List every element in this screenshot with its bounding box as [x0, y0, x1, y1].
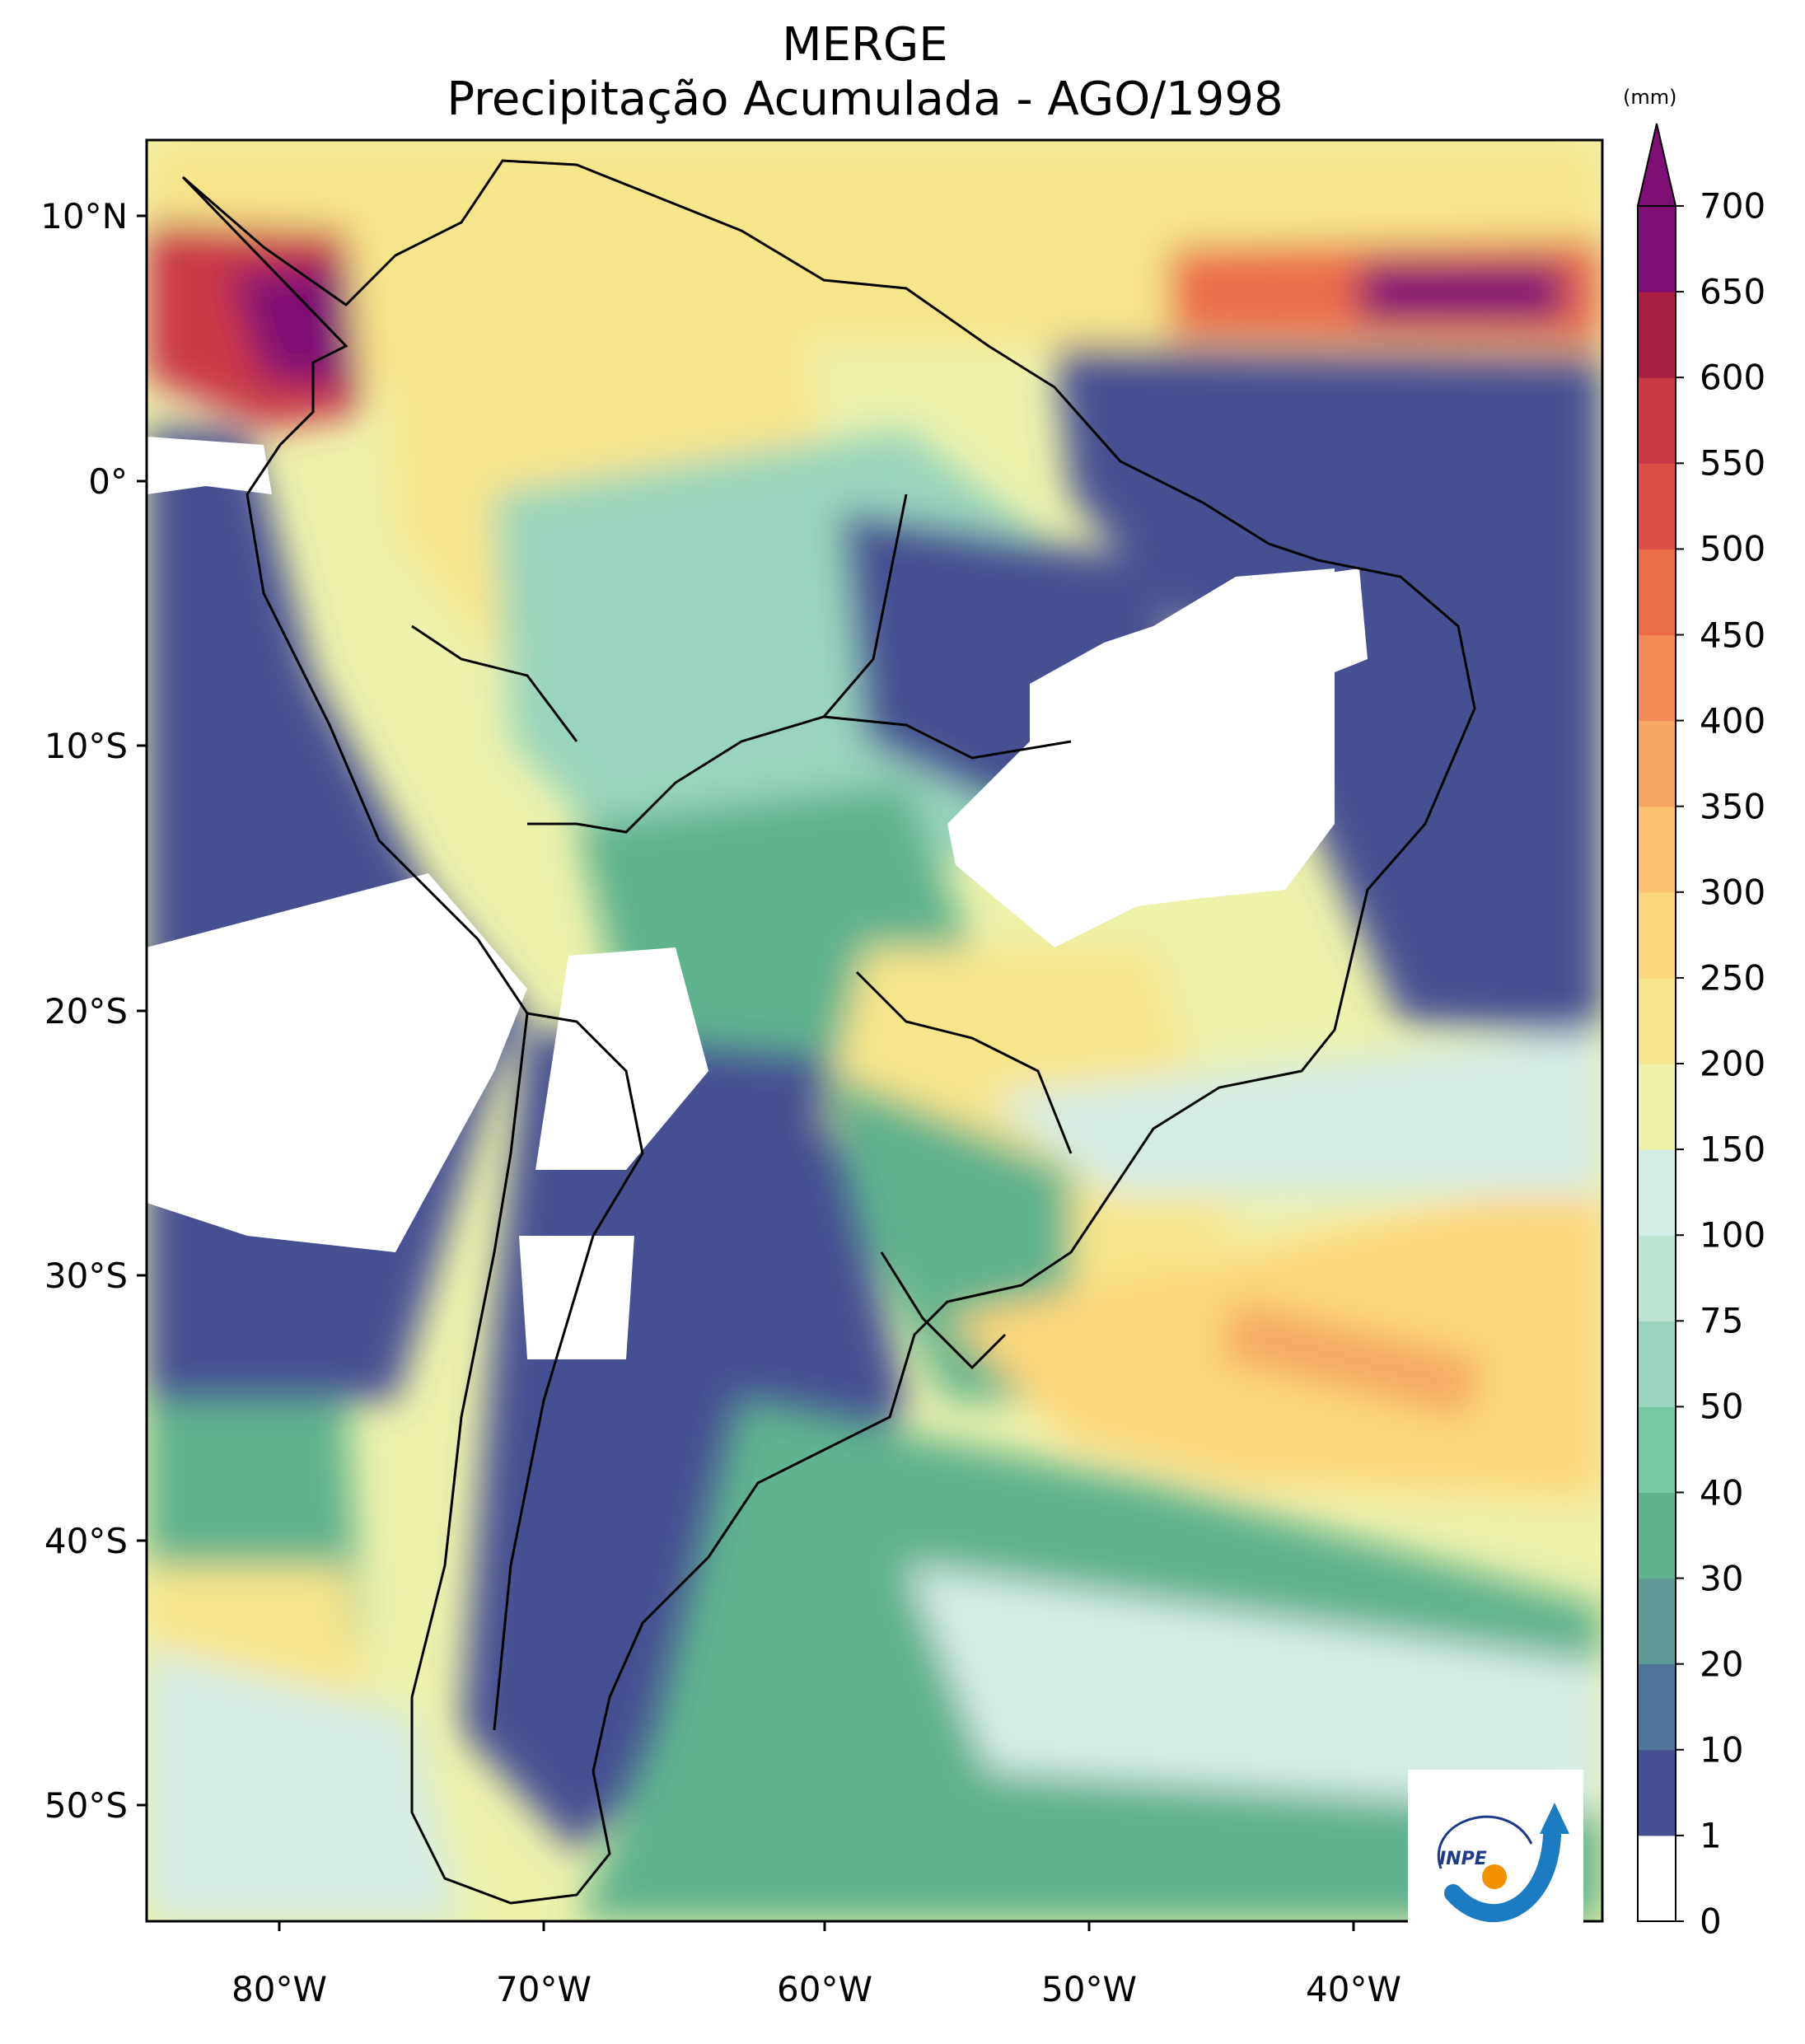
colorbar-tick-label: 100 — [1700, 1214, 1766, 1256]
colorbar-tick-label: 550 — [1700, 442, 1766, 484]
colorbar-tick-label: 600 — [1700, 357, 1766, 398]
colorbar-segment — [1638, 1321, 1676, 1407]
colorbar-segment — [1638, 720, 1676, 807]
colorbar-tick-label: 30 — [1700, 1558, 1744, 1599]
colorbar-segment — [1638, 977, 1676, 1064]
colorbar-segment — [1638, 634, 1676, 722]
colorbar-segment — [1638, 1492, 1676, 1579]
colorbar-segment — [1638, 377, 1676, 464]
colorbar-tick-label: 75 — [1700, 1300, 1744, 1341]
colorbar-tick-label: 50 — [1700, 1386, 1744, 1427]
colorbar-tick-label: 200 — [1700, 1043, 1766, 1084]
colorbar-tick-label: 300 — [1700, 872, 1766, 913]
colorbar-segment — [1638, 1235, 1676, 1321]
colorbar-tick-label: 20 — [1700, 1644, 1744, 1685]
lat-label-20s: 20°S — [44, 991, 128, 1031]
lat-label-10s: 10°S — [44, 726, 128, 766]
border-chile-argentina — [493, 1012, 644, 1731]
colorbar-tick-label: 40 — [1700, 1472, 1744, 1513]
lat-label-40s: 40°S — [44, 1521, 128, 1561]
colorbar-tick-label: 700 — [1700, 185, 1766, 227]
andes-dry-zone — [519, 1236, 634, 1359]
colorbar-tick-label: 450 — [1700, 615, 1766, 655]
lon-label-60w: 60°W — [777, 1969, 872, 2009]
colorbar-segment — [1638, 292, 1676, 378]
border-brazil-west — [527, 715, 1072, 834]
colorbar-segment — [1638, 1064, 1676, 1150]
lat-label-30s: 30°S — [44, 1256, 128, 1296]
lon-label-80w: 80°W — [231, 1969, 327, 2009]
colorbar-segment — [1638, 1663, 1676, 1751]
colorbar-segment — [1638, 1749, 1676, 1836]
atlantic-itcz-core — [1359, 264, 1565, 321]
lat-label-10n: 10°N — [40, 196, 128, 236]
northeast-dry-patch — [1302, 568, 1368, 676]
colorbar-segment — [1638, 1835, 1676, 1922]
colorbar-segment — [1638, 1578, 1676, 1665]
colorbar-segment — [1638, 1149, 1676, 1236]
colorbar-segment — [1638, 891, 1676, 979]
colorbar-tick-label: 400 — [1700, 700, 1766, 741]
pacific-dry-zone — [147, 873, 527, 1252]
colorbar-segment — [1638, 549, 1676, 635]
chart-title: MERGE — [782, 18, 948, 72]
brazil-central-dry-zone — [947, 568, 1335, 947]
map-frame — [145, 138, 1604, 1923]
lat-label-50s: 50°S — [44, 1785, 128, 1826]
chart-subtitle: Precipitação Acumulada - AGO/1998 — [447, 72, 1284, 126]
colorbar-tick-label: 10 — [1700, 1729, 1744, 1770]
border-paraguay — [855, 971, 1073, 1154]
south-america-outline — [181, 159, 1476, 1905]
south-atlantic-light — [906, 1565, 1602, 1812]
colorbar-tick-label: 150 — [1700, 1129, 1766, 1170]
bolivia-dry-zone — [535, 947, 708, 1170]
precipitation-field — [147, 140, 1602, 1921]
equatorial-pacific-dry — [147, 437, 272, 494]
colorbar-unit: (mm) — [1623, 86, 1677, 109]
coastlines-borders — [181, 159, 1476, 1905]
inpe-logo-icon — [1438, 1803, 1569, 1923]
border-peru — [411, 624, 578, 742]
colorbar-tick-label: 500 — [1700, 528, 1766, 569]
colorbar-extend-arrow — [1636, 123, 1677, 207]
southwest-light — [147, 1648, 461, 1921]
inpe-logo-text: INPE — [1439, 1849, 1487, 1869]
colorbar-tick-label: 650 — [1700, 271, 1766, 312]
border-amazonas — [822, 493, 908, 718]
colorbar-segment — [1638, 806, 1676, 893]
border-uruguay — [880, 1251, 1007, 1370]
colorbar-segment — [1638, 1406, 1676, 1493]
colorbar — [1636, 123, 1684, 1922]
colorbar-tick-label: 0 — [1700, 1901, 1722, 1942]
lon-label-40w: 40°W — [1306, 1969, 1401, 2009]
lon-label-70w: 70°W — [496, 1969, 592, 2009]
colorbar-tick-label: 1 — [1700, 1815, 1722, 1856]
axis-ticks — [137, 214, 1355, 1931]
colorbar-tick-label: 350 — [1700, 786, 1766, 827]
colorbar-segment — [1638, 206, 1676, 292]
southeast-coast-light — [989, 1030, 1602, 1195]
south-atlantic-max — [1219, 1302, 1483, 1417]
colorbar-tick-label: 250 — [1700, 957, 1766, 999]
lon-label-50w: 50°W — [1041, 1969, 1137, 2009]
colorbar-segment — [1638, 463, 1676, 550]
inpe-logo: INPE — [1408, 1770, 1583, 1945]
lat-label-0: 0° — [88, 461, 128, 502]
